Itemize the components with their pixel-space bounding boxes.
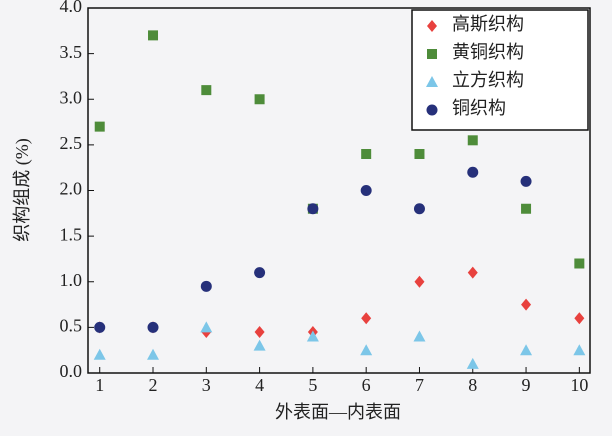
legend-label: 立方织构 bbox=[452, 70, 524, 90]
circle-marker bbox=[413, 203, 425, 215]
square-marker bbox=[201, 85, 212, 96]
triangle-marker bbox=[426, 76, 438, 87]
diamond-marker bbox=[427, 20, 437, 32]
triangle-marker bbox=[413, 330, 426, 342]
square-marker bbox=[148, 30, 159, 41]
square-marker bbox=[414, 149, 425, 159]
circle-marker bbox=[147, 321, 159, 333]
legend-box bbox=[411, 9, 589, 131]
triangle-marker bbox=[253, 339, 266, 351]
triangle-marker bbox=[306, 330, 319, 342]
triangle-marker bbox=[93, 348, 106, 360]
y-tick-label: 0.5 bbox=[60, 316, 83, 336]
y-tick-label: 4.0 bbox=[60, 0, 83, 16]
triangle-marker bbox=[200, 321, 213, 333]
y-tick-label: 1.5 bbox=[60, 224, 83, 244]
triangle-marker bbox=[147, 348, 160, 360]
y-tick-label: 1.0 bbox=[60, 270, 83, 290]
diamond-marker bbox=[254, 325, 265, 338]
triangle-marker bbox=[573, 344, 586, 356]
x-axis-label: 外表面—内表面 bbox=[275, 402, 401, 422]
y-axis-label: 织构组成 (%) bbox=[12, 138, 33, 241]
x-tick-label: 9 bbox=[522, 375, 531, 395]
x-tick-label: 8 bbox=[468, 375, 477, 395]
square-marker bbox=[361, 149, 372, 159]
circle-marker bbox=[200, 280, 212, 292]
circle-marker bbox=[520, 175, 532, 187]
circle-marker bbox=[254, 267, 266, 279]
square-marker bbox=[467, 135, 478, 146]
y-tick-label: 3.0 bbox=[60, 87, 83, 107]
x-tick-label: 10 bbox=[570, 375, 588, 395]
diamond-marker bbox=[521, 298, 532, 311]
circle-marker bbox=[360, 185, 372, 196]
triangle-marker bbox=[466, 357, 479, 369]
x-tick-label: 2 bbox=[149, 375, 158, 395]
x-tick-label: 6 bbox=[362, 375, 371, 395]
square-marker bbox=[574, 258, 585, 269]
triangle-marker bbox=[360, 344, 373, 356]
legend-label: 铜织构 bbox=[452, 98, 506, 118]
y-tick-label: 3.5 bbox=[60, 42, 83, 62]
x-tick-label: 3 bbox=[202, 375, 211, 395]
square-marker bbox=[521, 203, 532, 214]
square-marker bbox=[254, 94, 265, 105]
diamond-marker bbox=[467, 266, 478, 279]
square-marker bbox=[94, 121, 105, 132]
x-tick-label: 5 bbox=[308, 375, 317, 395]
circle-marker bbox=[467, 166, 479, 178]
square-marker bbox=[427, 49, 437, 59]
y-tick-label: 0.0 bbox=[60, 361, 83, 381]
legend-label: 高斯织构 bbox=[452, 14, 524, 34]
x-tick-label: 7 bbox=[415, 375, 424, 395]
y-tick-label: 2.5 bbox=[60, 133, 83, 153]
diamond-marker bbox=[361, 312, 372, 325]
diamond-marker bbox=[574, 312, 585, 325]
x-tick-label: 4 bbox=[255, 375, 264, 395]
diamond-marker bbox=[414, 275, 425, 288]
circle-marker bbox=[426, 104, 438, 116]
triangle-marker bbox=[520, 344, 533, 356]
circle-marker bbox=[94, 321, 106, 333]
y-tick-label: 2.0 bbox=[60, 179, 83, 199]
circle-marker bbox=[307, 203, 319, 215]
legend-label: 黄铜织构 bbox=[452, 42, 524, 62]
x-tick-label: 1 bbox=[95, 375, 104, 395]
